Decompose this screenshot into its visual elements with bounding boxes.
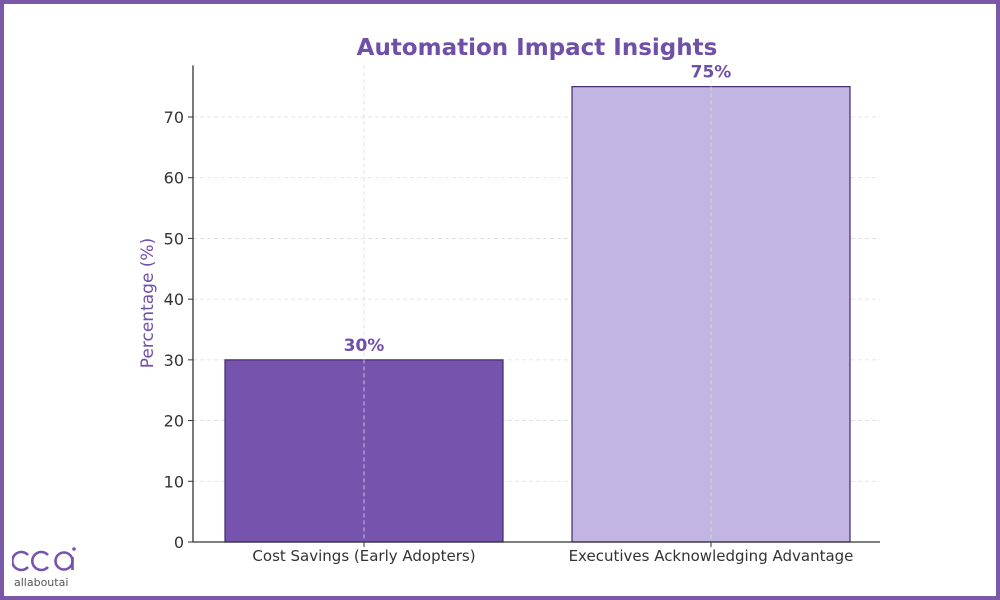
y-axis-label: Percentage (%) — [138, 238, 158, 368]
y-tick-label: 20 — [164, 412, 184, 431]
data-label: 30% — [344, 336, 385, 356]
y-tick-label: 70 — [164, 108, 184, 127]
y-tick-label: 0 — [174, 533, 184, 552]
y-tick-label: 10 — [164, 472, 184, 491]
chart-title: Automation Impact Insights — [357, 35, 718, 61]
x-tick-label: Executives Acknowledging Advantage — [569, 547, 854, 565]
y-tick-label: 30 — [164, 351, 184, 370]
allaboutai-logo: allaboutai — [12, 547, 76, 589]
y-tick-label: 60 — [164, 169, 184, 188]
y-tick-label: 50 — [164, 229, 184, 248]
data-label: 75% — [691, 63, 732, 83]
y-tick-label: 40 — [164, 290, 184, 309]
x-tick-label: Cost Savings (Early Adopters) — [252, 547, 475, 565]
svg-text:allaboutai: allaboutai — [14, 576, 68, 589]
